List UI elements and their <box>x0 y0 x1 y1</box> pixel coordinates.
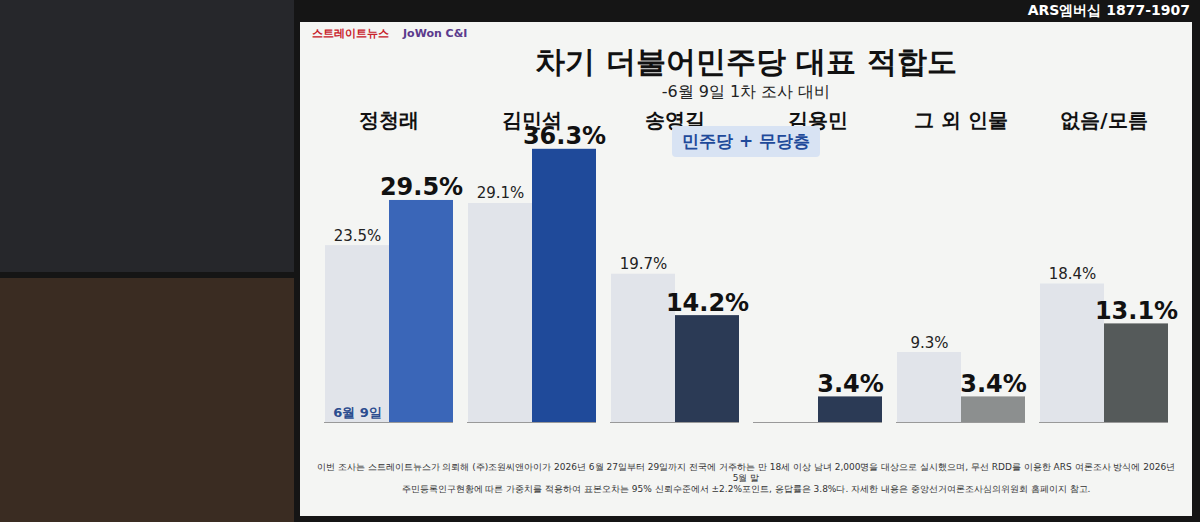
html-text:스트레이트뉴스: 스트레이트뉴스 <box>312 27 389 40</box>
svg-text:29.1%: 29.1% <box>477 184 525 202</box>
svg-text:9.3%: 9.3% <box>910 334 948 352</box>
svg-text:19.7%: 19.7% <box>620 255 668 273</box>
svg-text:29.5%: 29.5% <box>380 173 463 201</box>
svg-text:김민석: 김민석 <box>502 108 562 132</box>
svg-text:36.3%: 36.3% <box>522 122 607 151</box>
svg-text:없음/모름: 없음/모름 <box>1060 108 1147 132</box>
html-text:민주당 + 무당층: 민주당 + 무당층 <box>682 131 811 151</box>
html-text:이번 조사는 스트레이트뉴스가 의뢰해 (주)조원씨앤아이가: 이번 조사는 스트레이트뉴스가 의뢰해 (주)조원씨앤아이가 2026년 6월 … <box>316 462 1176 483</box>
html-text:주민등록인구현황에 따른 가중치를 적용하여 표본오차는 9: 주민등록인구현황에 따른 가중치를 적용하여 표본오차는 95% 신뢰수준에서 … <box>401 484 1091 494</box>
svg-text:김용민: 김용민 <box>788 107 848 132</box>
html-text:-6월 9일 1차 조사 대비: -6월 9일 1차 조사 대비 <box>661 82 831 101</box>
html-text:ARS엠버십 1877-1907: ARS엠버십 1877-1907 <box>1027 2 1190 18</box>
svg-text:14.2%: 14.2% <box>666 289 749 317</box>
svg-text:그 외 인물: 그 외 인물 <box>914 108 1008 132</box>
svg-text:13.1%: 13.1% <box>1095 297 1178 325</box>
html-text:JoWon C&I: JoWon C&I <box>403 27 468 40</box>
svg-text:3.4%: 3.4% <box>817 370 884 398</box>
svg-text:6월 9일: 6월 9일 <box>333 405 382 420</box>
svg-text:23.5%: 23.5% <box>334 227 382 245</box>
svg-text:18.4%: 18.4% <box>1049 265 1097 283</box>
svg-text:정청래: 정청래 <box>359 108 419 132</box>
svg-text:3.4%: 3.4% <box>960 370 1027 398</box>
html-text:차기 더불어민주당 대표 적합도: 차기 더불어민주당 대표 적합도 <box>535 44 957 79</box>
svg-text:송영길: 송영길 <box>645 107 705 132</box>
